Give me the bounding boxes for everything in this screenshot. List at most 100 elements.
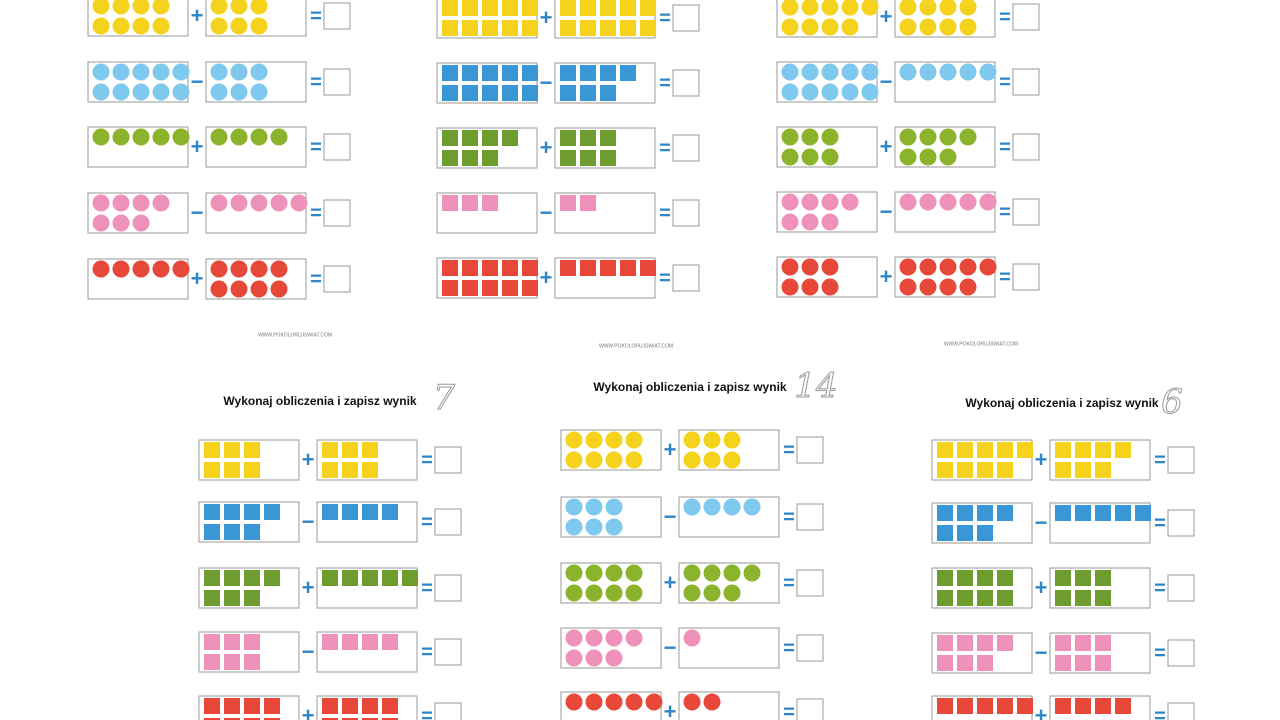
counter-square: [382, 504, 398, 520]
counter-square: [957, 442, 973, 458]
counter-square: [600, 65, 616, 81]
equals-sign: =: [421, 449, 433, 471]
operator: −: [191, 69, 204, 94]
counter-square: [997, 635, 1013, 651]
operator: +: [1035, 575, 1048, 600]
counter-square: [224, 442, 240, 458]
equals-sign: =: [1154, 705, 1166, 720]
counter-square: [937, 442, 953, 458]
counter-square: [442, 20, 458, 36]
counter-circle: [585, 431, 603, 449]
counter-square: [224, 698, 240, 714]
counter-square: [937, 525, 953, 541]
counter-square: [442, 260, 458, 276]
counter-circle: [112, 63, 130, 81]
counter-square: [957, 655, 973, 671]
counter-circle: [92, 83, 110, 101]
counter-square: [224, 590, 240, 606]
answer-box: [1167, 639, 1195, 667]
counter-circle: [565, 564, 583, 582]
operator: +: [540, 265, 553, 290]
counter-square: [342, 698, 358, 714]
counter-square: [522, 260, 538, 276]
counter-square: [1075, 442, 1091, 458]
counter-square: [1055, 590, 1071, 606]
equals-sign: =: [659, 72, 671, 94]
answer-box: [323, 133, 351, 161]
counter-square: [997, 442, 1013, 458]
operator: +: [664, 570, 677, 595]
counter-square: [977, 525, 993, 541]
item-box: [436, 257, 538, 299]
operator: −: [1035, 510, 1048, 535]
answer-box: [672, 264, 700, 292]
counter-circle: [210, 17, 228, 35]
counter-square: [580, 150, 596, 166]
counter-circle: [723, 584, 741, 602]
operator: +: [302, 703, 315, 720]
counter-square: [997, 590, 1013, 606]
counter-circle: [605, 564, 623, 582]
answer-box: [434, 446, 462, 474]
counter-circle: [250, 128, 268, 146]
counter-circle: [112, 0, 130, 15]
counter-circle: [132, 17, 150, 35]
counter-square: [560, 20, 576, 36]
counter-circle: [230, 63, 248, 81]
operator: +: [191, 266, 204, 291]
counter-circle: [132, 83, 150, 101]
counter-circle: [703, 498, 721, 516]
counter-circle: [801, 148, 819, 166]
answer-box: [672, 69, 700, 97]
item-box: [205, 0, 307, 37]
counter-square: [322, 462, 338, 478]
counter-circle: [723, 498, 741, 516]
counter-circle: [625, 451, 643, 469]
sheet-title: Wykonaj obliczenia i zapisz wynik: [593, 380, 786, 394]
equals-sign: =: [310, 71, 322, 93]
counter-circle: [919, 258, 937, 276]
equals-sign: =: [1154, 449, 1166, 471]
equals-sign: =: [999, 266, 1011, 288]
counter-square: [322, 504, 338, 520]
counter-square: [204, 698, 220, 714]
counter-circle: [919, 128, 937, 146]
counter-square: [244, 504, 260, 520]
answer-box: [796, 503, 824, 531]
equals-sign: =: [999, 136, 1011, 158]
counter-circle: [605, 649, 623, 667]
item-box: [205, 61, 307, 103]
counter-square: [342, 442, 358, 458]
item-box: [316, 501, 418, 543]
counter-circle: [939, 0, 957, 16]
counter-square: [580, 85, 596, 101]
counter-square: [937, 635, 953, 651]
counter-square: [1095, 462, 1111, 478]
counter-square: [362, 504, 378, 520]
counter-square: [204, 504, 220, 520]
counter-circle: [605, 431, 623, 449]
counter-square: [1115, 505, 1131, 521]
counter-circle: [270, 260, 288, 278]
counter-circle: [959, 193, 977, 211]
counter-circle: [979, 258, 997, 276]
counter-square: [244, 570, 260, 586]
counter-square: [937, 570, 953, 586]
item-box: [198, 631, 300, 673]
answer-box: [323, 265, 351, 293]
counter-circle: [152, 194, 170, 212]
counter-square: [442, 280, 458, 296]
answer-box: [1167, 574, 1195, 602]
counter-square: [1075, 462, 1091, 478]
counter-circle: [565, 693, 583, 711]
counter-square: [640, 0, 656, 16]
item-box: [205, 258, 307, 300]
equals-sign: =: [783, 506, 795, 528]
counter-square: [362, 570, 378, 586]
counter-circle: [919, 193, 937, 211]
counter-square: [1075, 505, 1091, 521]
operator: −: [302, 639, 315, 664]
counter-square: [600, 150, 616, 166]
operator: +: [1035, 447, 1048, 472]
counter-circle: [172, 260, 190, 278]
